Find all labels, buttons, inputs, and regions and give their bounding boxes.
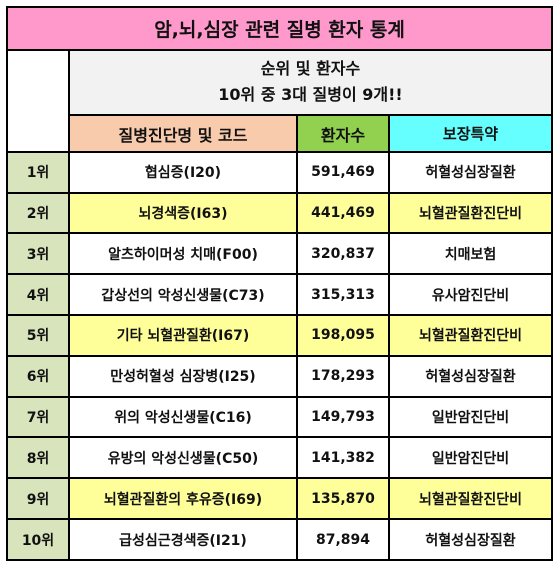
header-patients: 환자수: [296, 114, 390, 153]
rank-cell: 8위: [6, 436, 70, 480]
disease-cell: 협심증(I20): [68, 150, 298, 194]
header-coverage: 보장특약: [387, 114, 554, 153]
coverage-cell: 뇌혈관질환진단비: [387, 314, 554, 357]
rank-cell: 2위: [6, 191, 70, 235]
table-row: 2위 뇌경색증(I63) 441,469 뇌혈관질환진단비: [6, 191, 554, 235]
coverage-cell: 허혈성심장질환: [387, 354, 554, 398]
table-title: 암,뇌,심장 관련 질병 환자 통계: [5, 6, 554, 51]
table-row: 9위 뇌혈관질환의 후유증(I69) 135,870 뇌혈관질환진단비: [6, 477, 554, 521]
table-row: 7위 위의 악성신생물(C16) 149,793 일반암진단비: [6, 395, 554, 439]
table-row: 5위 기타 뇌혈관질환(I67) 198,095 뇌혈관질환진단비: [6, 314, 554, 357]
statistics-table-wrapper: 암,뇌,심장 관련 질병 환자 통계 순위 및 환자수 10위 중 3대 질병이…: [5, 6, 554, 561]
disease-cell: 유방의 악성신생물(C50): [68, 436, 298, 480]
disease-cell: 뇌경색증(I63): [68, 191, 298, 235]
patients-cell: 320,837: [296, 232, 390, 276]
patients-cell: 315,313: [296, 273, 390, 317]
coverage-cell: 허혈성심장질환: [387, 518, 554, 561]
header-disease: 질병진단명 및 코드: [68, 114, 298, 153]
table-row: 3위 알츠하이머성 치매(F00) 320,837 치매보험: [6, 232, 554, 276]
rank-cell: 4위: [6, 273, 70, 317]
table-row: 4위 갑상선의 악성신생물(C73) 315,313 유사암진단비: [6, 273, 554, 317]
coverage-cell: 일반암진단비: [387, 395, 554, 439]
patients-cell: 178,293: [296, 354, 390, 398]
summary-cell: 순위 및 환자수 10위 중 3대 질병이 9개!!: [67, 48, 554, 117]
disease-cell: 갑상선의 악성신생물(C73): [68, 273, 298, 317]
table-row: 1위 협심증(I20) 591,469 허혈성심장질환: [6, 150, 554, 194]
patients-cell: 441,469: [296, 191, 390, 235]
corner-cell: [6, 48, 70, 153]
coverage-cell: 뇌혈관질환진단비: [387, 477, 554, 521]
rank-cell: 7위: [6, 395, 70, 439]
disease-cell: 알츠하이머성 치매(F00): [68, 232, 298, 276]
coverage-cell: 유사암진단비: [387, 273, 554, 317]
table-row: 8위 유방의 악성신생물(C50) 141,382 일반암진단비: [6, 436, 554, 480]
coverage-cell: 뇌혈관질환진단비: [387, 191, 554, 235]
patients-cell: 591,469: [296, 150, 390, 194]
summary-line-2: 10위 중 3대 질병이 9개!!: [218, 85, 403, 105]
coverage-cell: 허혈성심장질환: [387, 150, 554, 194]
coverage-cell: 일반암진단비: [387, 436, 554, 480]
disease-cell: 기타 뇌혈관질환(I67): [68, 314, 298, 357]
rank-cell: 10위: [6, 518, 70, 561]
disease-cell: 급성심근경색증(I21): [68, 518, 298, 561]
patients-cell: 135,870: [296, 477, 390, 521]
rank-cell: 9위: [6, 477, 70, 521]
rank-cell: 1위: [6, 150, 70, 194]
disease-cell: 만성허혈성 심장병(I25): [68, 354, 298, 398]
summary-line-1: 순위 및 환자수: [260, 59, 361, 79]
patients-cell: 149,793: [296, 395, 390, 439]
disease-cell: 위의 악성신생물(C16): [68, 395, 298, 439]
rank-cell: 5위: [6, 314, 70, 357]
rank-cell: 3위: [6, 232, 70, 276]
table-row: 10위 급성심근경색증(I21) 87,894 허혈성심장질환: [6, 518, 554, 561]
patients-cell: 87,894: [296, 518, 390, 561]
rank-cell: 6위: [6, 354, 70, 398]
table-row: 6위 만성허혈성 심장병(I25) 178,293 허혈성심장질환: [6, 354, 554, 398]
disease-statistics-table: 암,뇌,심장 관련 질병 환자 통계 순위 및 환자수 10위 중 3대 질병이…: [5, 6, 554, 561]
patients-cell: 198,095: [296, 314, 390, 357]
disease-cell: 뇌혈관질환의 후유증(I69): [68, 477, 298, 521]
coverage-cell: 치매보험: [387, 232, 554, 276]
patients-cell: 141,382: [296, 436, 390, 480]
